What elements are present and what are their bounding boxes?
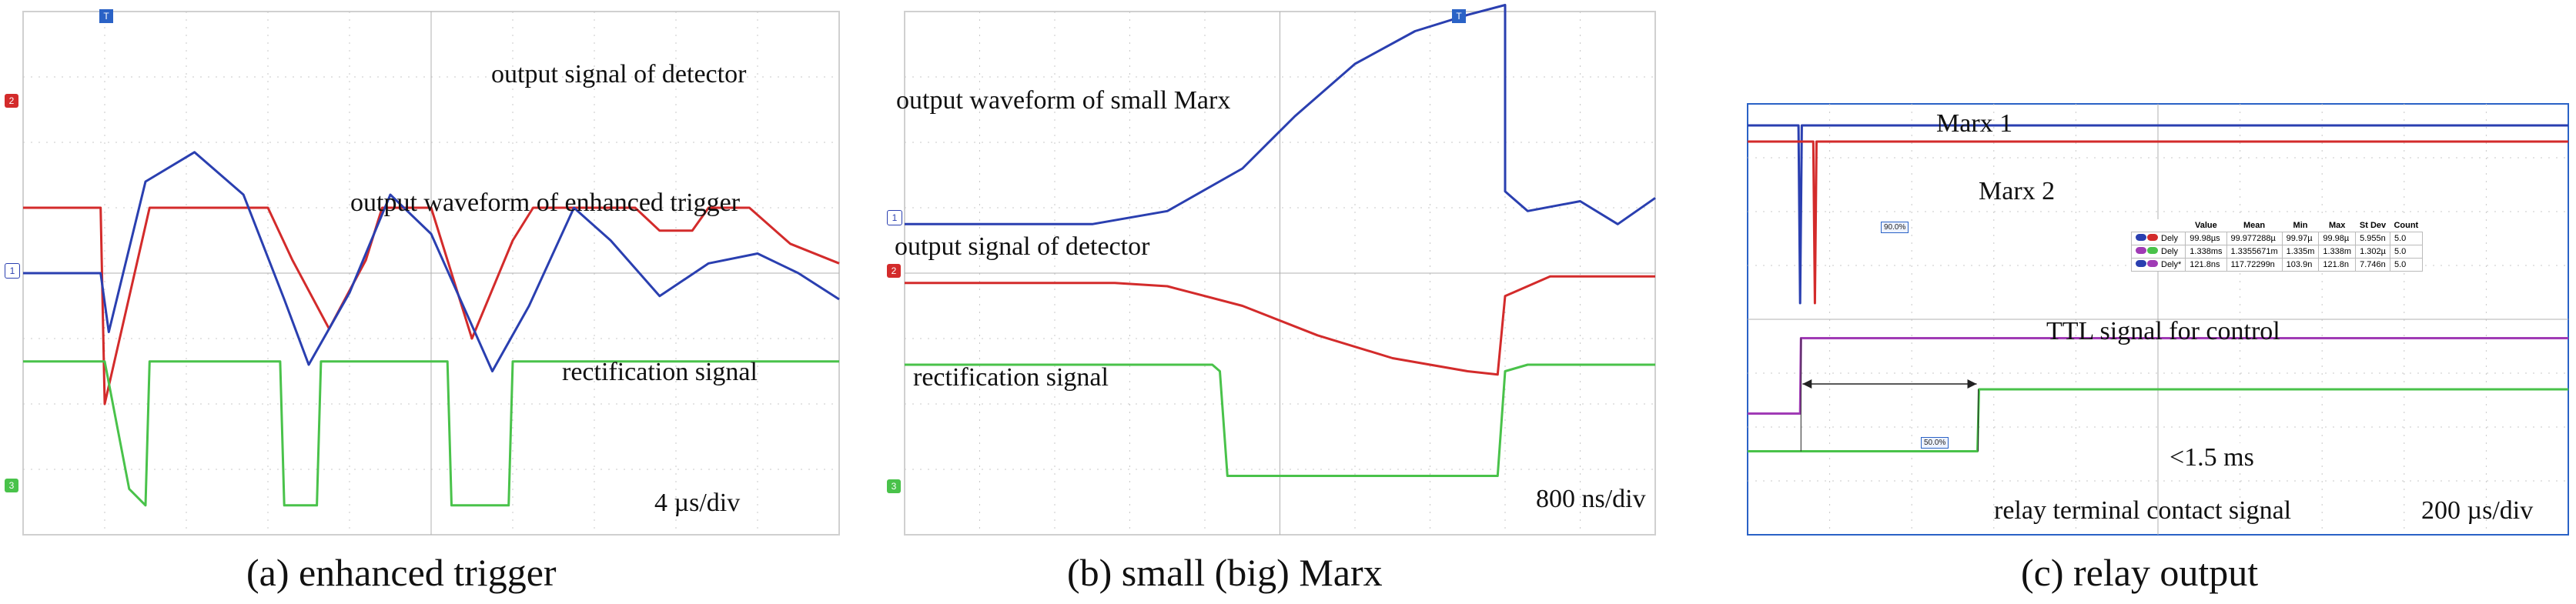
scale-b: 800 ns/div xyxy=(1536,485,1646,513)
scale-a: 4 µs/div xyxy=(654,489,741,517)
stats-cell: Dely xyxy=(2130,232,2186,245)
stats-row: Dely 99.98µs 99.977288µ 99.97µ 99.98µ 5.… xyxy=(2130,232,2423,245)
trace-3 xyxy=(1748,337,2568,415)
stats-cell: 5.955n xyxy=(2355,232,2390,245)
annotation-c-relay: relay terminal contact signal xyxy=(1994,496,2292,525)
stats-header-blank xyxy=(2132,219,2186,232)
arrowhead-right xyxy=(1967,379,1977,389)
stats-header-count: Count xyxy=(2394,221,2419,230)
stats-cell: 99.977288µ xyxy=(2226,232,2283,245)
measurement-stats-table: Value Mean Min Max St Dev Count Dely 99.… xyxy=(2130,219,2423,272)
stats-cell: 103.9n xyxy=(2281,258,2320,272)
annotation-a-detector: output signal of detector xyxy=(491,60,747,88)
trace-2 xyxy=(23,151,840,372)
channel-marker-b-2: 2 xyxy=(887,264,901,278)
channel-marker-a-2: 1 xyxy=(5,263,20,279)
trace-3 xyxy=(23,360,839,507)
trigger-marker-a: T xyxy=(99,9,113,23)
caption-b: (b) small (big) Marx xyxy=(1067,551,1383,594)
stats-row: Dely 1.338ms 1.3355671m 1.335m 1.338m 1.… xyxy=(2130,245,2423,259)
trace-1 xyxy=(905,4,1656,225)
stats-cell: Dely* xyxy=(2130,258,2186,272)
stats-cell: 117.72299n xyxy=(2226,258,2283,272)
stats-cell: 5.0 xyxy=(2389,245,2423,259)
stats-cell: Dely xyxy=(2130,245,2186,259)
channel-marker-b-1: 1 xyxy=(887,210,902,225)
stats-cell: 7.746n xyxy=(2355,258,2390,272)
annotation-b-marx: output waveform of small Marx xyxy=(896,86,1231,115)
stats-cell: 99.97µ xyxy=(2281,232,2320,245)
arrowhead-left xyxy=(1802,379,1812,389)
scope-b-plot xyxy=(904,4,1656,536)
grid xyxy=(1748,104,2568,535)
annotation-c-marx2: Marx 2 xyxy=(1979,177,2056,205)
scale-c: 200 µs/div xyxy=(2421,496,2534,525)
stats-cell: 5.0 xyxy=(2389,258,2423,272)
stats-cell: 1.302µ xyxy=(2355,245,2390,259)
stats-header-value: Value xyxy=(2195,221,2217,230)
stats-cell: 1.3355671m xyxy=(2226,245,2283,259)
annotation-c-ttl: TTL signal for control xyxy=(2046,317,2280,345)
trigger-marker-b: T xyxy=(1452,9,1466,23)
annotation-c-marx1: Marx 1 xyxy=(1936,109,2013,138)
caption-a: (a) enhanced trigger xyxy=(246,551,557,594)
scope-c-plot xyxy=(1747,103,2569,536)
annotation-b-detector: output signal of detector xyxy=(895,232,1150,261)
stats-header-min: Min xyxy=(2293,221,2308,230)
stats-cell: 1.338m xyxy=(2318,245,2357,259)
trace-2 xyxy=(1748,140,2568,305)
channel-marker-b-3: 3 xyxy=(887,479,901,493)
stats-cell: 99.98µ xyxy=(2318,232,2357,245)
percent-marker-90: 90.0% xyxy=(1881,222,1909,233)
trace-1 xyxy=(1748,124,2568,305)
grid xyxy=(23,12,839,535)
stats-cell: 121.8ns xyxy=(2185,258,2227,272)
stats-row: Dely* 121.8ns 117.72299n 103.9n 121.8n 7… xyxy=(2130,258,2423,272)
channel-marker-a-1: 2 xyxy=(5,94,18,108)
stats-cell: 1.338ms xyxy=(2185,245,2227,259)
annotation-b-rectification: rectification signal xyxy=(913,363,1109,392)
panel-b: T 1 2 3 output waveform of small Marx ou… xyxy=(885,0,1671,604)
stats-header-mean: Mean xyxy=(2243,221,2266,230)
channel-marker-a-3: 3 xyxy=(5,479,18,492)
stats-header-stdev: St Dev xyxy=(2359,221,2387,230)
stats-cell: 121.8n xyxy=(2318,258,2357,272)
caption-c: (c) relay output xyxy=(2021,551,2259,594)
stats-cell: 5.0 xyxy=(2389,232,2423,245)
annotation-a-rectification: rectification signal xyxy=(562,358,758,386)
panel-c: Marx 1 Marx 2 TTL signal for control <1.… xyxy=(1725,0,2576,604)
trace-2 xyxy=(905,275,1655,376)
annotation-a-trigger: output waveform of enhanced trigger xyxy=(350,189,741,217)
scope-a-plot xyxy=(22,11,840,536)
stats-header-row: Value Mean Min Max St Dev Count xyxy=(2132,219,2423,232)
panel-a: T 2 1 3 output signal of detector output… xyxy=(0,0,847,604)
trace-3 xyxy=(905,363,1655,477)
stats-cell: 1.335m xyxy=(2281,245,2320,259)
stats-cell: 99.98µs xyxy=(2185,232,2227,245)
trace-1 xyxy=(23,206,840,405)
grid xyxy=(905,12,1655,535)
percent-marker-50: 50.0% xyxy=(1921,437,1949,449)
stats-header-max: Max xyxy=(2329,221,2346,230)
annotation-c-interval: <1.5 ms xyxy=(2170,443,2254,472)
